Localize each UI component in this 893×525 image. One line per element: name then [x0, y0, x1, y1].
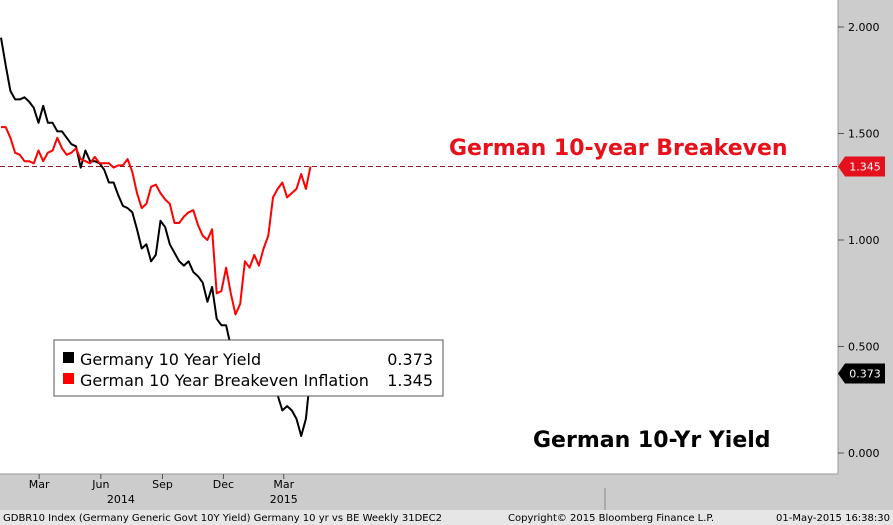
x-year-label: 2014 — [107, 493, 135, 506]
y-tick-label: 0.500 — [848, 341, 880, 354]
legend-label-breakeven: German 10 Year Breakeven Inflation — [80, 371, 369, 390]
x-month-label: Dec — [213, 478, 234, 491]
footer-center: Copyright© 2015 Bloomberg Finance L.P. — [508, 513, 714, 524]
annotation-breakeven: German 10-year Breakeven — [449, 136, 788, 161]
badge-breakeven-value: 1.345 — [849, 161, 881, 174]
legend-value-yield: 0.373 — [387, 350, 433, 369]
x-axis-bar — [0, 474, 893, 510]
legend-swatch-yield — [63, 352, 74, 363]
legend-box — [53, 339, 444, 397]
y-tick-label: 0.000 — [848, 447, 880, 460]
annotation-yield: German 10-Yr Yield — [533, 428, 771, 453]
y-tick-label: 1.000 — [848, 234, 880, 247]
legend-label-yield: Germany 10 Year Yield — [80, 350, 261, 369]
y-axis-bar — [838, 0, 893, 510]
footer-left: GDBR10 Index (Germany Generic Govt 10Y Y… — [3, 513, 442, 524]
x-month-label: Mar — [29, 478, 50, 491]
x-month-label: Mar — [273, 478, 294, 491]
badge-shape — [838, 156, 885, 177]
y-tick-label: 2.000 — [848, 21, 880, 34]
footer-bar — [0, 510, 893, 525]
legend: Germany 10 Year Yield 0.373 German 10 Ye… — [53, 339, 444, 397]
x-axis-ticks: Mar Jun Sep Dec Mar 2014 2015 — [29, 474, 298, 506]
badge-shape — [838, 363, 885, 384]
x-year-label: 2015 — [270, 493, 298, 506]
y-axis-ticks: 2.000 1.500 1.000 0.500 0.000 — [838, 21, 880, 460]
legend-swatch-breakeven — [63, 373, 74, 384]
legend-value-breakeven: 1.345 — [387, 371, 433, 390]
last-value-badges: 1.345 0.373 — [838, 156, 885, 384]
badge-yield-value: 0.373 — [849, 368, 881, 381]
footer-right: 01-May-2015 16:38:30 — [776, 513, 890, 524]
x-month-label: Sep — [152, 478, 173, 491]
x-month-label: Jun — [91, 478, 109, 491]
series-line-breakeven — [1, 126, 312, 316]
y-tick-label: 1.500 — [848, 128, 880, 141]
